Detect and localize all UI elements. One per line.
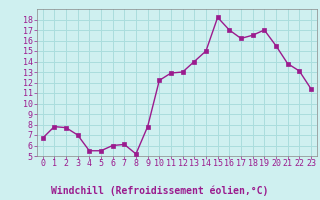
Text: Windchill (Refroidissement éolien,°C): Windchill (Refroidissement éolien,°C) bbox=[51, 186, 269, 196]
